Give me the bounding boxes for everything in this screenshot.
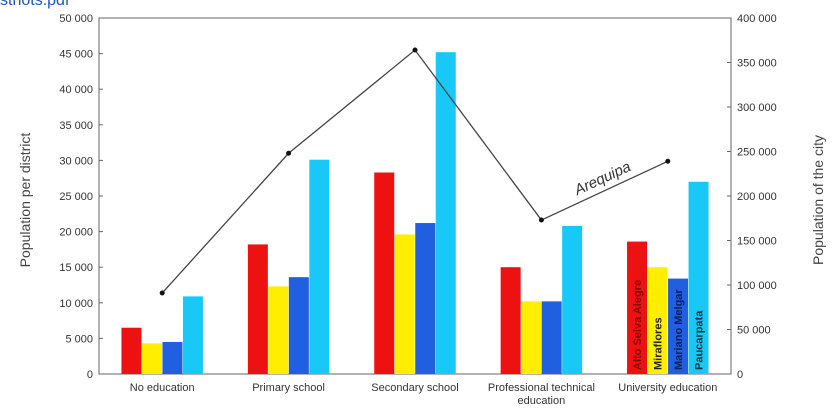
bar (688, 181, 709, 374)
category-label: University education (618, 382, 717, 394)
bar (394, 234, 415, 374)
right-axis-title: Population of the city (810, 135, 826, 265)
line-point (412, 47, 418, 53)
left-tick-label: 0 (87, 369, 93, 381)
right-tick-label: 200 000 (737, 191, 777, 203)
line-path (161, 49, 669, 294)
right-tick-label: 0 (737, 369, 743, 381)
left-tick-label: 35 000 (59, 120, 93, 132)
arequipa-line-series: Arequipa (159, 47, 671, 296)
left-tick-label: 25 000 (59, 191, 93, 203)
left-tick-label: 20 000 (59, 227, 93, 239)
bar (562, 225, 583, 374)
bar-series-group (121, 52, 709, 375)
right-tick-label: 100 000 (737, 280, 777, 292)
category-label: Secondary school (371, 382, 458, 394)
bar (647, 267, 668, 374)
bar (268, 286, 289, 374)
bar (374, 172, 395, 374)
left-axis-title: Population per district (17, 133, 33, 268)
bar (668, 278, 689, 374)
bar (162, 341, 183, 374)
bar (288, 277, 309, 374)
bar (121, 327, 142, 374)
bar (415, 223, 436, 374)
x-axis: No education Primary school Secondary scho… (130, 382, 718, 407)
right-tick-label: 150 000 (737, 236, 777, 248)
right-y-axis: 0 50 000 100 000 150 000 200 000 250 000 300 0… (727, 13, 777, 381)
right-tick-label: 50 000 (737, 325, 771, 337)
left-tick-label: 15 000 (59, 262, 93, 274)
line-point (159, 290, 165, 296)
series-label: Mariano Melgar (673, 289, 685, 370)
line-label: Arequipa (571, 158, 634, 199)
category-label: No education (130, 382, 195, 394)
document-title-fragment: sthots.pdf (0, 0, 70, 9)
left-tick-label: 30 000 (59, 155, 93, 167)
right-tick-label: 350 000 (737, 58, 777, 70)
category-label: education (518, 395, 566, 407)
series-label: Miraflores (653, 317, 665, 370)
bar (182, 296, 203, 374)
bar (435, 52, 456, 375)
bar (500, 267, 521, 374)
series-labels: Alto Selva Alegre Miraflores Mariano Melga… (632, 280, 706, 370)
line-point (538, 217, 544, 223)
left-tick-label: 10 000 (59, 298, 93, 310)
right-tick-label: 400 000 (737, 13, 777, 25)
category-label: Primary school (252, 382, 325, 394)
bar (309, 159, 330, 374)
left-tick-label: 5 000 (65, 333, 93, 345)
left-tick-label: 45 000 (59, 49, 93, 61)
category-label: Professional technical (488, 382, 595, 394)
left-tick-label: 50 000 (59, 13, 93, 25)
series-label: Alto Selva Alegre (632, 280, 644, 370)
left-tick-label: 40 000 (59, 84, 93, 96)
right-tick-label: 300 000 (737, 102, 777, 114)
line-point (665, 158, 671, 164)
right-tick-label: 250 000 (737, 147, 777, 159)
series-label: Paucarpata (694, 310, 706, 370)
line-point (286, 150, 292, 156)
bar (541, 301, 562, 374)
bar (141, 343, 162, 374)
bar (521, 301, 542, 374)
bar (627, 241, 648, 374)
left-y-axis: 0 5 000 10 000 15 000 20 000 25 000 30 000 35 0… (59, 13, 103, 381)
bar (247, 244, 268, 374)
